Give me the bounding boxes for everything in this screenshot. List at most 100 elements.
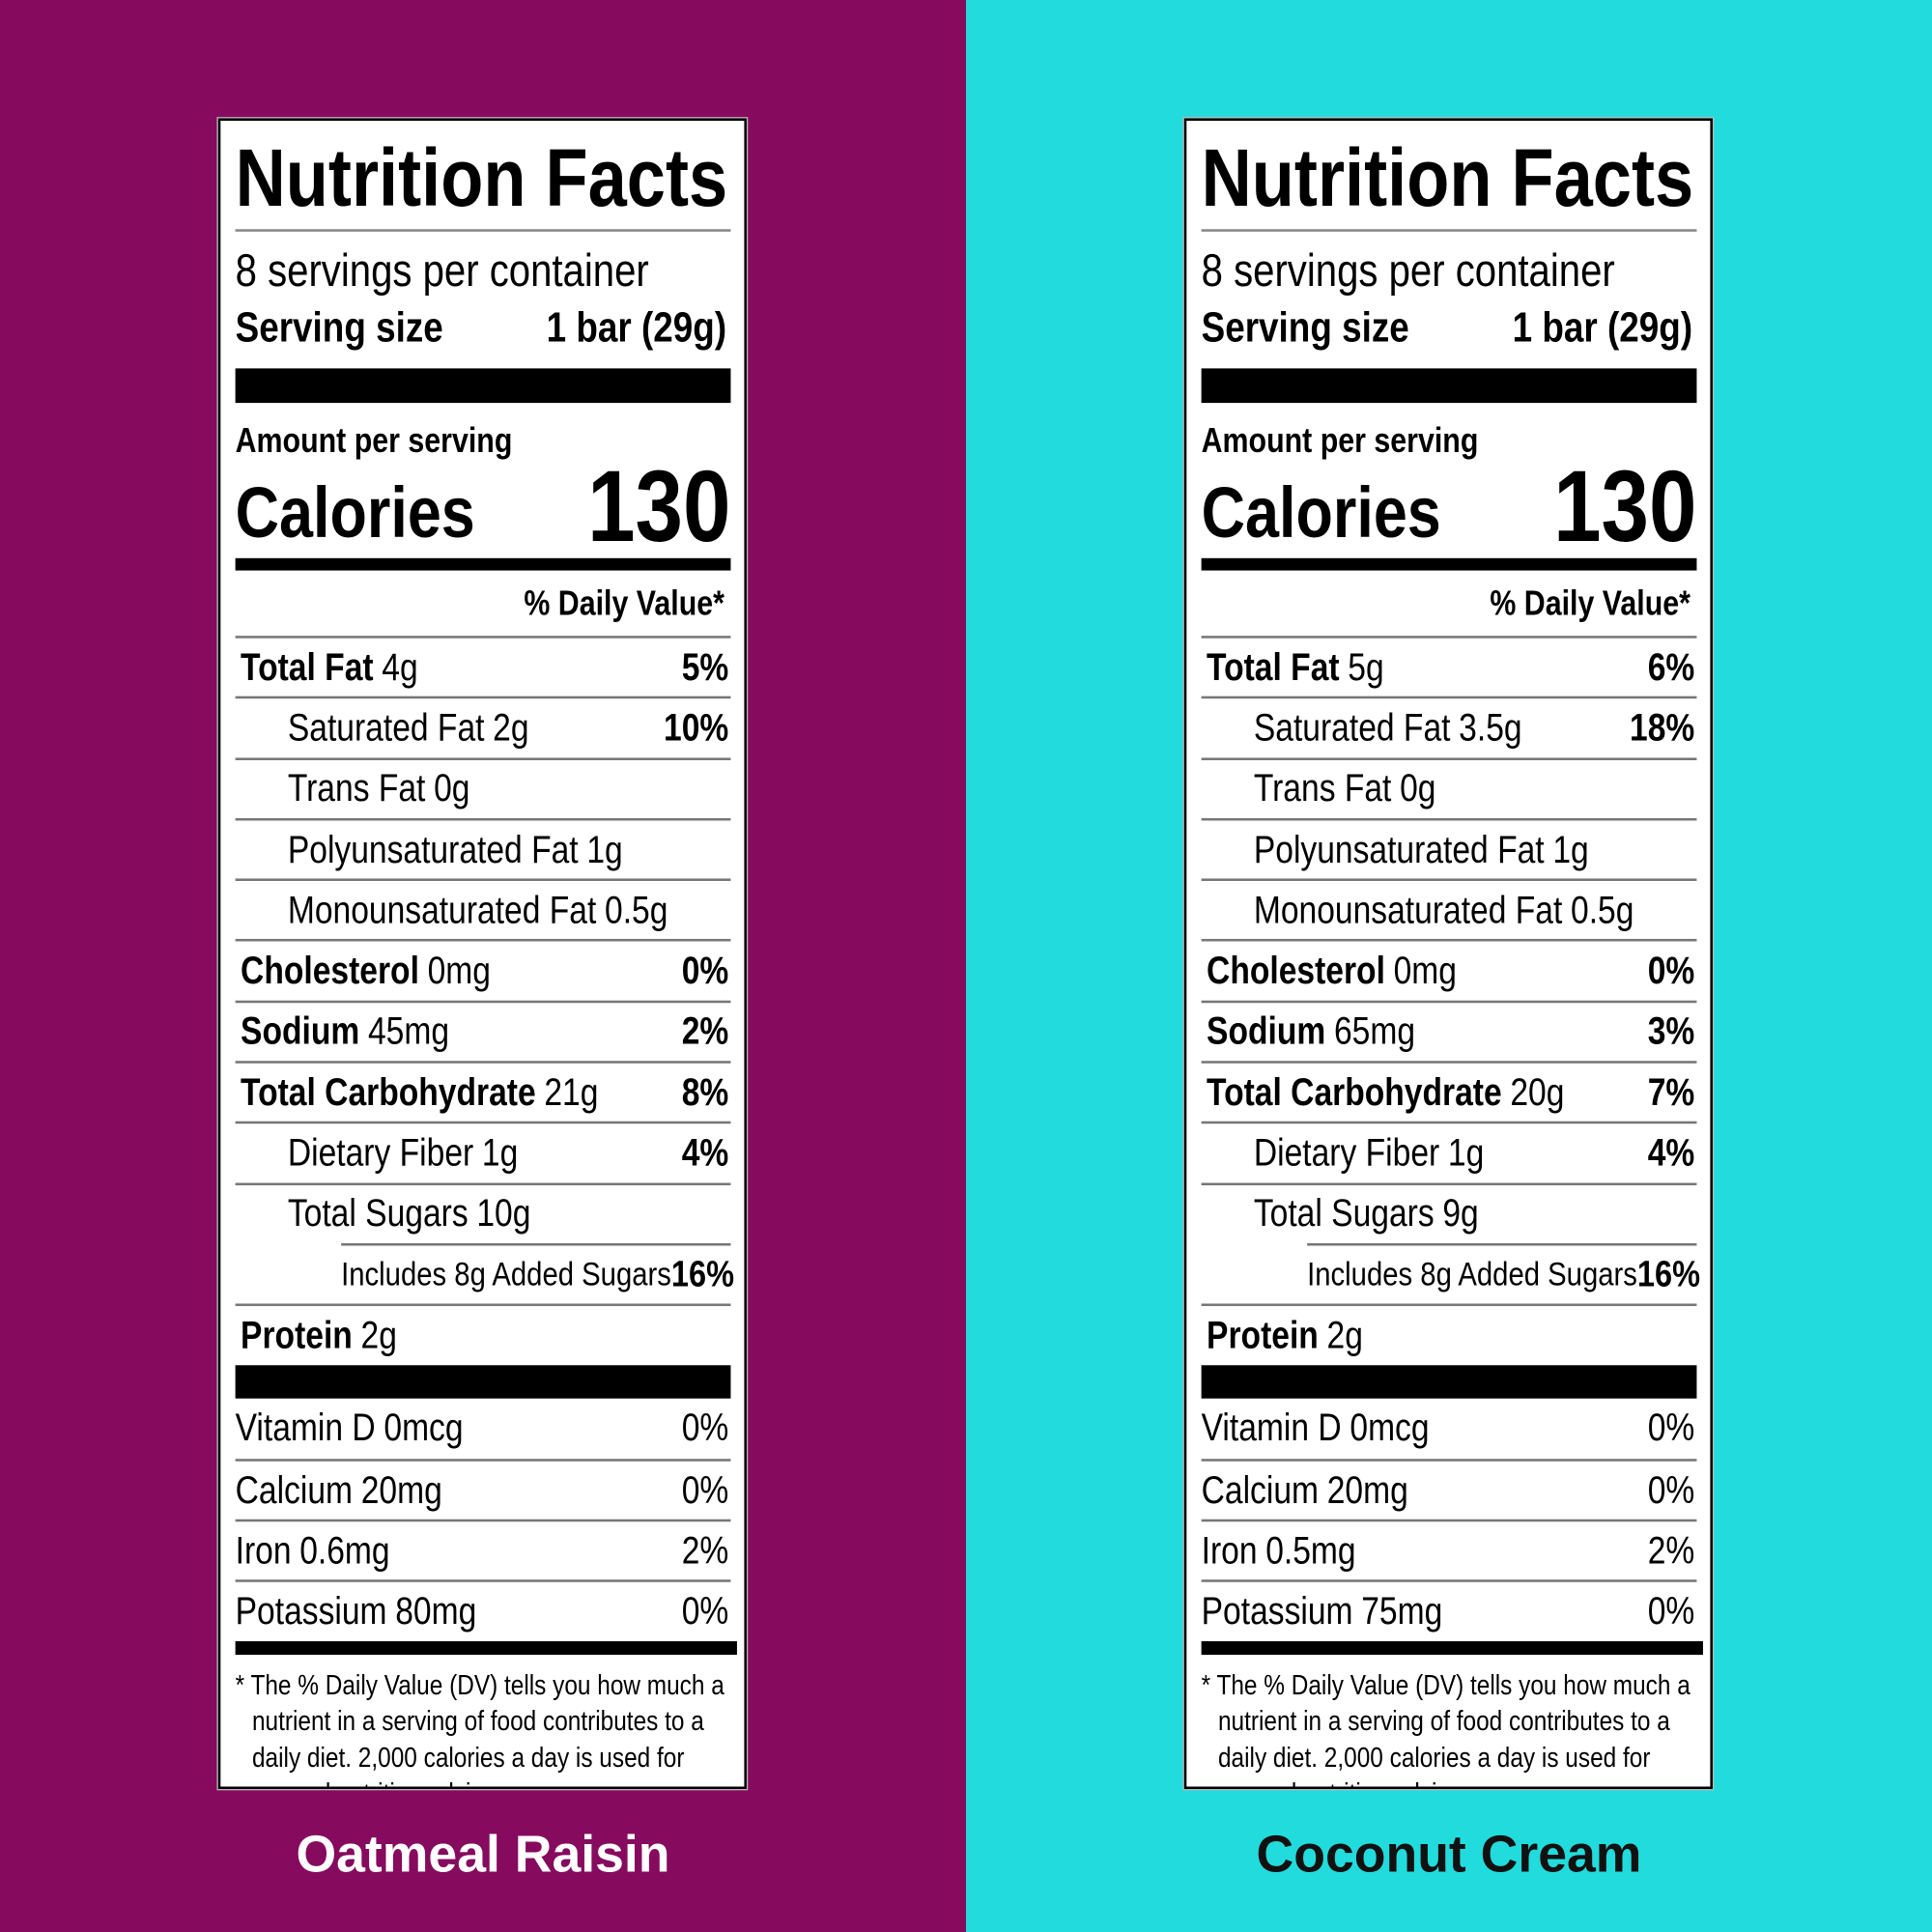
nutrient-name: Polyunsaturated Fat — [287, 827, 579, 871]
nutrient-row: Protein 2g — [1201, 1303, 1697, 1365]
vitamin-name: Iron — [235, 1528, 292, 1573]
nutrient-left: Includes 8g Added Sugars — [341, 1256, 671, 1294]
nutrient-row: Total Fat 5g 6% — [1201, 636, 1697, 696]
nutrient-row: Cholesterol 0mg 0% — [235, 939, 731, 1001]
calories-label: Calories — [1201, 472, 1441, 554]
vitamin-left: Iron 0.6mg — [236, 1529, 390, 1574]
vitamin-name: Vitamin D — [1201, 1406, 1342, 1450]
thick-bar — [235, 1364, 731, 1399]
nutrient-row: Saturated Fat 3.5g 18% — [1201, 696, 1697, 757]
serving-size-label: Serving size — [235, 304, 443, 352]
calories-value: 130 — [587, 450, 731, 563]
calories-row: Calories 130 — [236, 450, 731, 563]
nutrient-amount: 0g — [1400, 766, 1436, 810]
nutrient-name: Total Carbohydrate — [241, 1070, 536, 1114]
rule — [1201, 229, 1697, 232]
nutrient-name: Trans Fat — [1253, 766, 1392, 810]
label-title: Nutrition Facts — [1202, 121, 1697, 229]
nutrient-amount: 2g — [360, 1313, 397, 1357]
nutrient-row: Trans Fat 0g — [235, 756, 731, 818]
daily-value-header: % Daily Value* — [524, 583, 724, 623]
nutrient-left: Sodium 65mg — [1207, 1009, 1415, 1054]
serving-size-label: Serving size — [1201, 304, 1409, 352]
serving-size: 1 bar (29g) — [546, 304, 727, 352]
nutrient-left: Cholesterol 0mg — [241, 949, 491, 993]
vitamin-dv: 0% — [681, 1589, 729, 1634]
vitamin-row: Iron 0.6mg 2% — [235, 1519, 731, 1580]
nutrient-dv: 10% — [664, 705, 729, 750]
nutrient-amount: 2g — [1326, 1313, 1363, 1357]
medium-bar — [1201, 557, 1697, 571]
nutrient-name: Cholesterol — [1207, 949, 1385, 992]
nutrient-name: Total Sugars — [287, 1191, 469, 1236]
nutrient-dv: 5% — [681, 644, 729, 689]
nutrient-amount: 0g — [434, 766, 470, 810]
vitamin-name: Vitamin D — [235, 1406, 376, 1450]
vitamin-dv: 0% — [681, 1467, 729, 1512]
nutrient-dv: 6% — [1647, 644, 1695, 689]
nutrient-row: Saturated Fat 2g 10% — [235, 696, 731, 757]
flavor-name: Coconut Cream — [1256, 1825, 1642, 1883]
panel: Nutrition Facts 8 servings per container S… — [965, 0, 1932, 1932]
vitamin-dv: 0% — [1647, 1467, 1695, 1512]
nutrient-amount: 9g — [1442, 1191, 1479, 1236]
nutrient-row: Monounsaturated Fat 0.5g — [1201, 878, 1697, 940]
nutrient-name: Includes 8g Added Sugars — [341, 1255, 671, 1293]
nutrient-amount: 4g — [382, 644, 418, 689]
daily-value-header: % Daily Value* — [1490, 583, 1690, 623]
nutrient-amount: 0mg — [427, 949, 491, 992]
medium-bar — [235, 1640, 737, 1655]
nutrient-amount: 1g — [586, 827, 623, 871]
nutrient-dv: 4% — [1647, 1130, 1695, 1175]
nutrition-label: Nutrition Facts 8 servings per container S… — [1183, 118, 1713, 1790]
nutrient-left: Saturated Fat 3.5g — [1254, 706, 1522, 751]
nutrient-left: Total Fat 5g — [1207, 645, 1384, 690]
vitamin-dv: 0% — [1647, 1406, 1695, 1450]
nutrient-left: Monounsaturated Fat 0.5g — [288, 888, 668, 932]
vitamin-amount: 75mg — [1361, 1589, 1443, 1634]
vitamin-amount: 0mcg — [1350, 1406, 1430, 1450]
vitamin-row: Vitamin D 0mcg 0% — [236, 1398, 731, 1459]
nutrient-name: Total Fat — [1207, 644, 1340, 689]
nutrient-left: Total Carbohydrate 21g — [241, 1070, 598, 1115]
nutrient-name: Protein — [1207, 1313, 1319, 1357]
vitamin-name: Potassium — [235, 1589, 387, 1634]
nutrient-dv: 4% — [681, 1130, 729, 1175]
nutrient-name: Monounsaturated Fat — [1253, 888, 1563, 932]
thick-bar — [1201, 368, 1697, 404]
nutrient-name: Total Fat — [241, 644, 374, 689]
vitamin-name: Calcium — [1201, 1467, 1320, 1512]
nutrient-dv: 8% — [681, 1070, 729, 1114]
nutrient-dv: 0% — [1647, 949, 1695, 992]
nutrient-left: Total Sugars 10g — [288, 1192, 531, 1236]
nutrient-left: Includes 8g Added Sugars — [1307, 1256, 1637, 1294]
label-content: Nutrition Facts 8 servings per container S… — [235, 121, 737, 1786]
vitamin-left: Calcium 20mg — [236, 1468, 442, 1513]
vitamin-dv: 0% — [1647, 1589, 1695, 1634]
nutrient-row: Sodium 45mg 2% — [235, 1000, 731, 1061]
nutrient-row: Includes 8g Added Sugars 16% — [1307, 1242, 1700, 1304]
nutrient-name: Trans Fat — [287, 766, 426, 810]
nutrient-name: Sodium — [1207, 1009, 1326, 1053]
nutrient-dv: 16% — [1636, 1253, 1700, 1295]
footnote: * The % Daily Value (DV) tells you how m… — [1201, 1668, 1690, 1786]
nutrient-row: Trans Fat 0g — [1201, 756, 1697, 818]
nutrient-name: Saturated Fat — [1253, 705, 1451, 750]
nutrient-left: Polyunsaturated Fat 1g — [1254, 828, 1589, 872]
serving-size: 1 bar (29g) — [1512, 304, 1693, 352]
vitamin-row: Potassium 80mg 0% — [235, 1579, 731, 1641]
nutrient-row: Sodium 65mg 3% — [1201, 1000, 1697, 1061]
nutrient-name: Sodium — [241, 1009, 360, 1053]
nutrient-name: Monounsaturated Fat — [287, 888, 597, 932]
vitamin-name: Calcium — [235, 1467, 354, 1512]
vitamin-amount: 0.6mg — [299, 1528, 390, 1573]
nutrient-left: Total Carbohydrate 20g — [1207, 1070, 1564, 1115]
vitamin-left: Calcium 20mg — [1202, 1468, 1408, 1513]
nutrient-row: Includes 8g Added Sugars 16% — [341, 1242, 734, 1304]
nutrient-dv: 16% — [670, 1253, 734, 1295]
nutrient-amount: 0.5g — [605, 888, 668, 932]
nutrient-left: Trans Fat 0g — [1254, 767, 1436, 811]
medium-bar — [1201, 1640, 1703, 1655]
flavor-name: Oatmeal Raisin — [296, 1825, 670, 1883]
